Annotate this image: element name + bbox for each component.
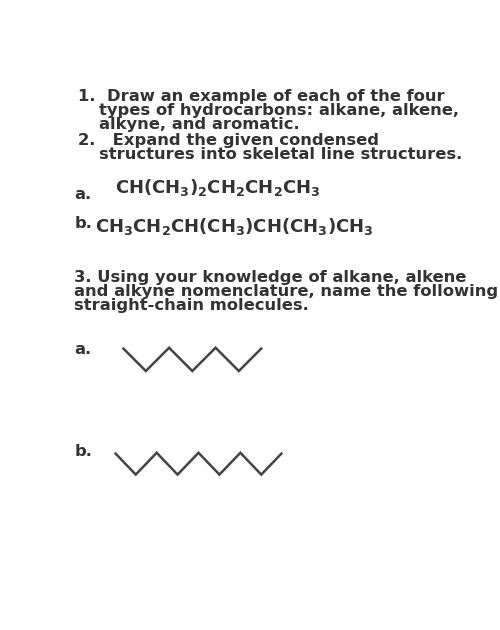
Text: b.: b.	[74, 444, 92, 459]
Text: and alkyne nomenclature, name the following: and alkyne nomenclature, name the follow…	[74, 284, 498, 299]
Text: straight-chain molecules.: straight-chain molecules.	[74, 298, 309, 312]
Text: 2.   Expand the given condensed: 2. Expand the given condensed	[78, 133, 379, 148]
Text: a.: a.	[74, 187, 91, 202]
Text: alkyne, and aromatic.: alkyne, and aromatic.	[100, 117, 300, 132]
Text: types of hydrocarbons: alkane, alkene,: types of hydrocarbons: alkane, alkene,	[100, 103, 460, 118]
Text: a.: a.	[74, 343, 91, 357]
Text: $\mathregular{CH_3CH_2CH(CH_3)CH(CH_3)CH_3}$: $\mathregular{CH_3CH_2CH(CH_3)CH(CH_3)CH…	[96, 216, 374, 238]
Text: structures into skeletal line structures.: structures into skeletal line structures…	[100, 147, 462, 162]
Text: $\mathregular{CH(CH_3)_2CH_2CH_2CH_3}$: $\mathregular{CH(CH_3)_2CH_2CH_2CH_3}$	[115, 178, 320, 198]
Text: 3. Using your knowledge of alkane, alkene: 3. Using your knowledge of alkane, alken…	[74, 270, 466, 285]
Text: b.: b.	[74, 216, 92, 231]
Text: 1.  Draw an example of each of the four: 1. Draw an example of each of the four	[78, 89, 444, 104]
